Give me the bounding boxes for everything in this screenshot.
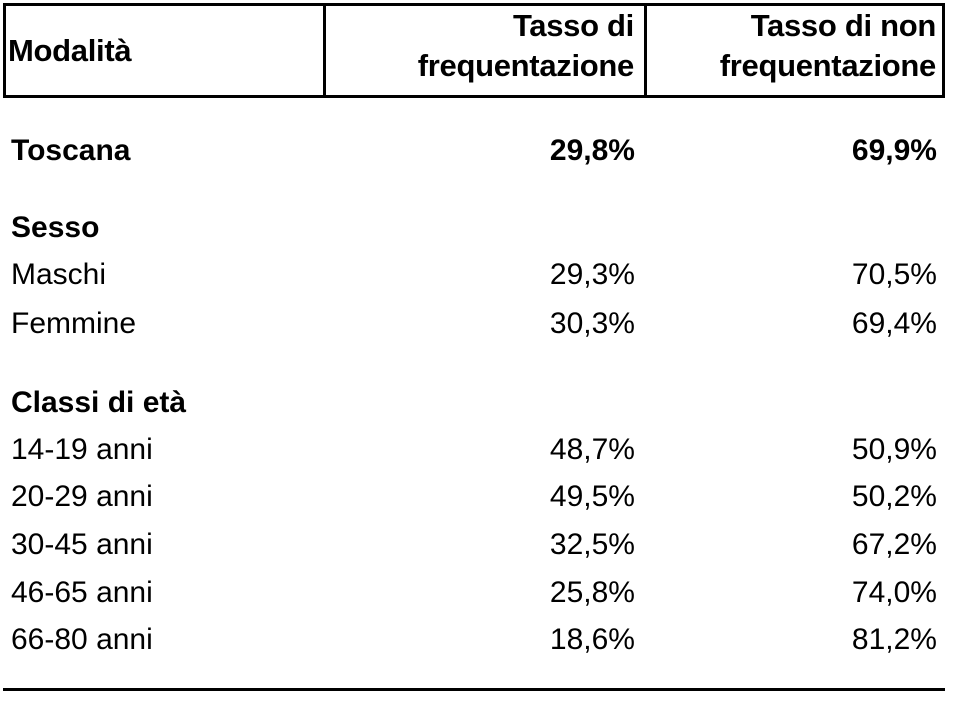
- row-value-non-frequentazione: 81,2%: [851, 623, 937, 656]
- section-label: Sesso: [11, 211, 100, 244]
- row-label: 14-19 anni: [11, 433, 153, 466]
- row-label: Femmine: [11, 307, 137, 340]
- table-row-toscana: Toscana 29,8% 69,9%: [0, 128, 955, 174]
- header-tasso-non-frequentazione: Tasso di non frequentazione: [651, 6, 937, 86]
- row-value-non-frequentazione: 69,4%: [851, 307, 937, 340]
- header-tasso-frequentazione-line2: frequentazione: [417, 48, 635, 83]
- header-modalita-label: Modalità: [8, 33, 132, 68]
- row-value-frequentazione: 49,5%: [549, 480, 635, 513]
- row-value-non-frequentazione: 50,9%: [851, 433, 937, 466]
- header-tasso-frequentazione-line1: Tasso di: [512, 8, 634, 43]
- header-tasso-frequentazione: Tasso di frequentazione: [330, 6, 635, 86]
- table-row: Maschi 29,3% 70,5%: [0, 252, 955, 298]
- column-divider: [323, 6, 326, 95]
- header-tasso-non-frequentazione-line1: Tasso di non: [750, 8, 937, 43]
- row-value-non-frequentazione: 70,5%: [851, 258, 937, 291]
- section-heading-sesso: Sesso: [0, 205, 955, 251]
- table-row: 46-65 anni 25,8% 74,0%: [0, 570, 955, 616]
- row-value-frequentazione: 18,6%: [549, 623, 635, 656]
- row-value-non-frequentazione: 69,9%: [851, 134, 937, 167]
- row-label: Maschi: [11, 258, 107, 291]
- section-heading-classi-di-eta: Classi di età: [0, 380, 955, 426]
- row-label: 46-65 anni: [11, 576, 153, 609]
- row-value-frequentazione: 25,8%: [549, 576, 635, 609]
- row-value-frequentazione: 29,8%: [549, 134, 635, 167]
- row-value-frequentazione: 48,7%: [549, 433, 635, 466]
- row-value-frequentazione: 30,3%: [549, 307, 635, 340]
- row-label: 30-45 anni: [11, 528, 153, 561]
- table-row: 14-19 anni 48,7% 50,9%: [0, 427, 955, 473]
- row-label: 20-29 anni: [11, 480, 153, 513]
- row-label: Toscana: [11, 134, 131, 167]
- table-row: Femmine 30,3% 69,4%: [0, 301, 955, 347]
- table-row: 30-45 anni 32,5% 67,2%: [0, 522, 955, 568]
- header-modalita: Modalità: [8, 31, 132, 71]
- section-label: Classi di età: [11, 386, 187, 419]
- table-bottom-rule: [3, 688, 945, 691]
- row-value-frequentazione: 29,3%: [549, 258, 635, 291]
- row-value-non-frequentazione: 50,2%: [851, 480, 937, 513]
- table-row: 20-29 anni 49,5% 50,2%: [0, 474, 955, 520]
- table-header: [3, 3, 945, 98]
- row-value-non-frequentazione: 67,2%: [851, 528, 937, 561]
- column-divider: [644, 6, 647, 95]
- table-row: 66-80 anni 18,6% 81,2%: [0, 617, 955, 663]
- row-value-frequentazione: 32,5%: [549, 528, 635, 561]
- row-value-non-frequentazione: 74,0%: [851, 576, 937, 609]
- row-label: 66-80 anni: [11, 623, 153, 656]
- header-tasso-non-frequentazione-line2: frequentazione: [719, 48, 937, 83]
